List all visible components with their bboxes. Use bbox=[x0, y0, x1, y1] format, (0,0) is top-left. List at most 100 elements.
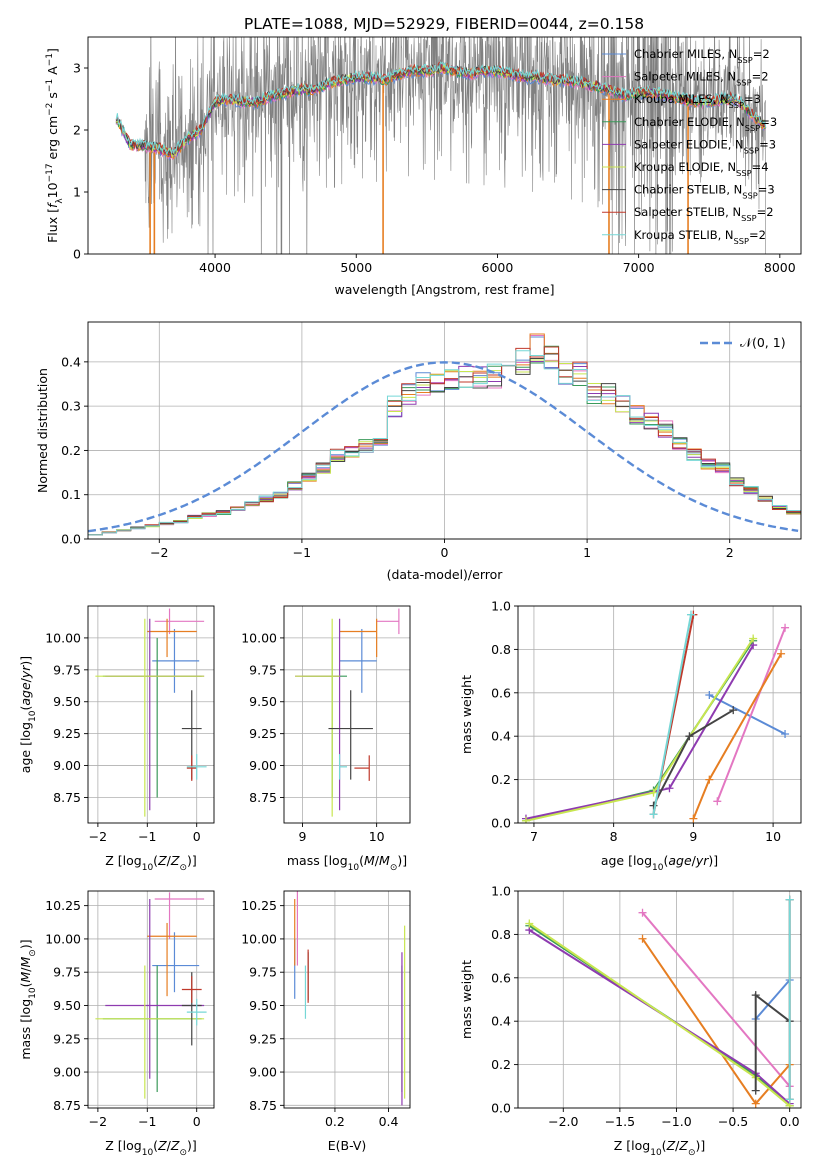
error-bar-point-1 bbox=[339, 628, 377, 693]
label-part: yr bbox=[695, 853, 709, 868]
x-axis-label: E(B-V) bbox=[328, 1138, 367, 1153]
error-bar-point-8 bbox=[186, 755, 197, 781]
label-part: 10 bbox=[45, 182, 60, 198]
y-tick-label: 0.0 bbox=[491, 816, 511, 831]
label-part: Chabrier STELIB, N bbox=[634, 183, 742, 197]
label-part: ⊙ bbox=[688, 1148, 696, 1158]
label-part: Kroupa MILES, N bbox=[634, 92, 729, 106]
label-part: erg cm bbox=[45, 116, 60, 164]
plus-marker bbox=[525, 919, 534, 928]
plus-marker bbox=[713, 797, 722, 806]
label-part: Z bbox=[170, 1138, 180, 1153]
label-part: =2 bbox=[749, 228, 766, 242]
y-tick-label: 0.6 bbox=[491, 685, 511, 700]
label-part: Flux [ bbox=[45, 208, 60, 243]
y-axis-label: mass weight bbox=[459, 960, 474, 1039]
label-part: )] bbox=[708, 853, 718, 868]
spectrum-plot: 4000 5000 6000 7000 8000 0 1 2 3 Chabrier MILES, … bbox=[45, 36, 802, 297]
label-part: SSP bbox=[736, 78, 751, 88]
label-part: SSP bbox=[741, 213, 756, 223]
label-part: Z bbox=[157, 1138, 167, 1153]
plus-marker bbox=[785, 1095, 794, 1104]
y-tick-label: 0.0 bbox=[491, 1101, 511, 1116]
label-part: Z [log bbox=[105, 853, 141, 868]
x-axis-label: Z [log10(Z/Z⊙)] bbox=[105, 1138, 197, 1158]
plus-marker bbox=[649, 810, 658, 819]
y-tick-label: 9.00 bbox=[249, 758, 277, 773]
y-tick-label: 9.75 bbox=[249, 662, 277, 677]
label-part: / bbox=[692, 853, 697, 868]
label-part: / bbox=[18, 677, 33, 682]
label-part: / bbox=[375, 853, 380, 868]
label-part: 10 bbox=[142, 1148, 154, 1158]
plus-marker bbox=[638, 934, 647, 943]
label-part: SSP bbox=[744, 145, 759, 155]
x-tick-label: 0 bbox=[441, 545, 449, 560]
label-part: / bbox=[18, 967, 33, 972]
y-tick-label: 9.50 bbox=[249, 694, 277, 709]
label-part: f bbox=[45, 202, 60, 208]
error-bar-point-1 bbox=[152, 628, 200, 693]
legend-label: Salpeter ELODIE, NSSP=3 bbox=[634, 137, 776, 155]
legend-label: Kroupa MILES, NSSP=3 bbox=[634, 92, 761, 110]
plot-area bbox=[295, 608, 400, 817]
x-tick-label: 0 bbox=[193, 829, 201, 844]
plus-marker bbox=[781, 730, 790, 739]
x-tick-label: 7000 bbox=[623, 260, 655, 275]
axes-frame bbox=[87, 890, 215, 1109]
label-part: Chabrier ELODIE, N bbox=[634, 115, 745, 129]
y-tick-label: 1.0 bbox=[491, 884, 511, 899]
x-tick-label: −2 bbox=[89, 829, 107, 844]
legend-label: Chabrier MILES, NSSP=2 bbox=[634, 47, 770, 65]
y-tick-label: 10.00 bbox=[241, 931, 277, 946]
x-tick-label: −2 bbox=[89, 1114, 107, 1129]
y-tick-label: 10.25 bbox=[241, 898, 277, 913]
error-bar-point-5 bbox=[105, 618, 205, 811]
x-tick-label: 10 bbox=[765, 829, 781, 844]
weight-series-9 bbox=[785, 895, 794, 1104]
label-part: M bbox=[18, 972, 33, 983]
y-tick-label: 0.4 bbox=[491, 729, 511, 744]
error-bar-point-4 bbox=[302, 637, 347, 798]
y-tick-label: 8.75 bbox=[53, 1098, 81, 1113]
label-part: Salpeter MILES, N bbox=[634, 70, 736, 84]
label-part: =3 bbox=[759, 137, 776, 151]
label-part: ( bbox=[153, 853, 158, 868]
label-part: Z [log bbox=[105, 1138, 141, 1153]
label-part: 10 bbox=[348, 863, 360, 873]
label-part: Kroupa ELODIE, N bbox=[634, 160, 736, 174]
model-spectrum-line-6 bbox=[116, 63, 766, 159]
label-part: 10 bbox=[28, 710, 38, 722]
plus-marker bbox=[749, 634, 758, 643]
plus-marker bbox=[689, 814, 698, 823]
y-tick-label: 10.00 bbox=[45, 630, 81, 645]
plus-marker bbox=[751, 1086, 760, 1095]
label-part: / bbox=[167, 853, 172, 868]
label-part: Salpeter ELODIE, N bbox=[634, 137, 744, 151]
label-part: age [log bbox=[601, 853, 652, 868]
y-axis-label: Normed distribution bbox=[35, 368, 50, 493]
y-tick-label: 0.1 bbox=[61, 487, 81, 502]
observed-spectrum-line bbox=[115, 37, 766, 254]
label-part: =3 bbox=[760, 115, 777, 129]
y-tick-label: 10.00 bbox=[241, 630, 277, 645]
label-part: )] bbox=[695, 1138, 705, 1153]
x-tick-label: 9 bbox=[689, 829, 697, 844]
plot-area bbox=[95, 892, 207, 1099]
x-axis-label: wavelength [Angstrom, rest frame] bbox=[334, 282, 554, 297]
label-part: Kroupa STELIB, N bbox=[634, 228, 734, 242]
y-tick-label: 9.00 bbox=[53, 758, 81, 773]
axes-frame bbox=[517, 890, 802, 1109]
label-part: ⊙ bbox=[390, 863, 398, 873]
label-part: ⊙ bbox=[179, 1148, 187, 1158]
x-tick-label: −2.0 bbox=[548, 1114, 578, 1129]
weight-series-4 bbox=[525, 921, 794, 1108]
x-axis-label: Z [log10(Z/Z⊙)] bbox=[614, 1138, 706, 1158]
weight-line bbox=[528, 929, 791, 1105]
weight-series-6 bbox=[521, 634, 758, 823]
y-tick-label: 0.0 bbox=[61, 532, 81, 547]
plot-area bbox=[525, 895, 794, 1108]
normal-curve bbox=[88, 361, 799, 533]
